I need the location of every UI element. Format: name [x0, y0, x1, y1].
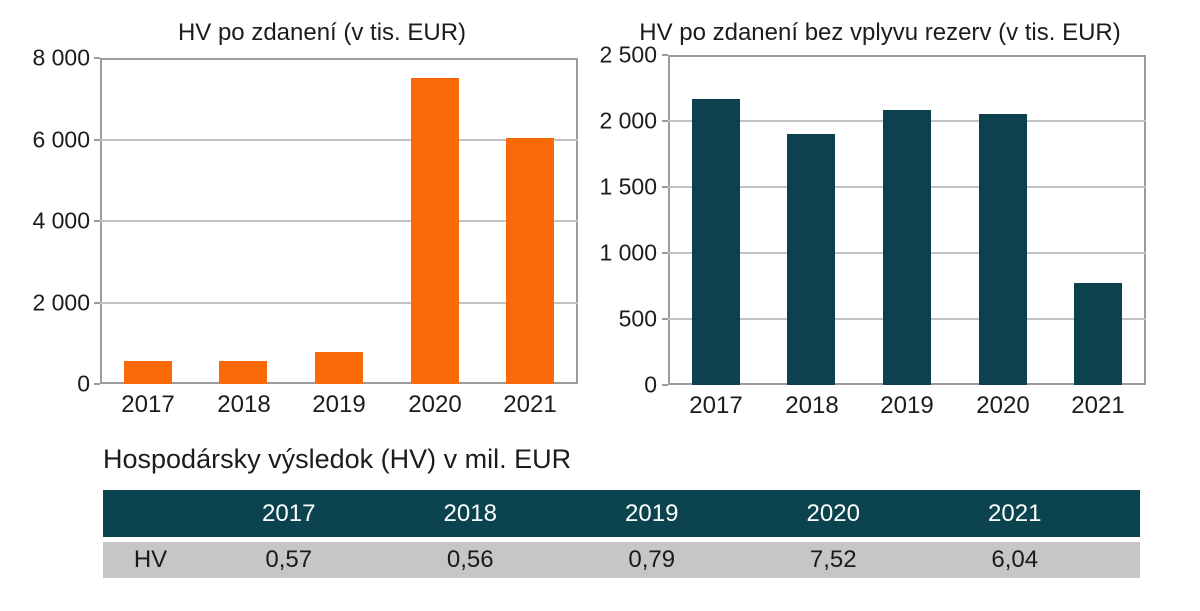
table-header-2017: 2017	[198, 490, 380, 542]
y-axis-tick	[662, 252, 668, 254]
hv-value-2019: 0,79	[561, 542, 743, 578]
x-axis-label-2018: 2018	[785, 392, 839, 419]
y-axis-label: 6 000	[32, 126, 90, 153]
bar-2018	[787, 134, 835, 385]
y-axis-label: 2 000	[32, 289, 90, 316]
x-axis-label-2019: 2019	[880, 392, 934, 419]
x-axis-label-2021: 2021	[503, 391, 557, 418]
hv-value-2018: 0,56	[379, 542, 561, 578]
table-row-hv: HV 0,57 0,56 0,79 7,52 6,04	[103, 542, 1140, 578]
bar-2020	[979, 114, 1027, 385]
bar-2021	[506, 138, 554, 384]
bar-2021	[1074, 283, 1122, 385]
y-axis-tick	[94, 220, 100, 222]
x-axis-label-2018: 2018	[217, 391, 271, 418]
table-header-empty	[103, 490, 198, 542]
table-header-2019: 2019	[561, 490, 743, 542]
bar-2019	[315, 352, 363, 384]
table-header-filler	[1105, 490, 1140, 542]
y-axis-tick	[662, 318, 668, 320]
bar-2017	[124, 361, 172, 384]
table-header-row: 2017 2018 2019 2020 2021	[103, 490, 1140, 542]
chart-title-left: HV po zdanení (v tis. EUR)	[177, 19, 467, 46]
hv-table: 2017 2018 2019 2020 2021 HV 0,57 0,56 0,…	[103, 490, 1140, 578]
bar-2018	[219, 361, 267, 384]
y-axis-label: 2 000	[599, 107, 657, 134]
y-axis-label: 1 500	[599, 173, 657, 200]
row-label-hv: HV	[103, 542, 198, 578]
x-axis-label-2019: 2019	[312, 391, 366, 418]
bar-2019	[883, 110, 931, 385]
y-axis-tick	[94, 383, 100, 385]
y-axis-tick	[94, 139, 100, 141]
y-axis-label: 0	[77, 370, 90, 397]
y-axis-tick	[662, 120, 668, 122]
gridline	[100, 139, 578, 141]
gridline	[100, 220, 578, 222]
y-axis-tick	[94, 57, 100, 59]
x-axis-label-2017: 2017	[689, 392, 743, 419]
y-axis-label: 4 000	[32, 207, 90, 234]
y-axis-tick	[662, 186, 668, 188]
table-row-filler	[1105, 542, 1140, 578]
hv-value-2021: 6,04	[924, 542, 1106, 578]
table-header-2021: 2021	[924, 490, 1106, 542]
x-axis-label-2017: 2017	[121, 391, 175, 418]
y-axis-label: 1 000	[599, 239, 657, 266]
y-axis-tick	[662, 384, 668, 386]
bar-2017	[692, 99, 740, 385]
y-axis-label: 8 000	[32, 44, 90, 71]
x-axis-label-2020: 2020	[976, 392, 1030, 419]
hv-value-2020: 7,52	[742, 542, 924, 578]
table-caption: Hospodársky výsledok (HV) v mil. EUR	[103, 444, 572, 474]
hv-value-2017: 0,57	[198, 542, 380, 578]
y-axis-label: 2 500	[599, 41, 657, 68]
chart-title-right: HV po zdanení bez vplyvu rezerv (v tis. …	[639, 19, 1121, 46]
y-axis-tick	[662, 54, 668, 56]
bar-2020	[411, 78, 459, 384]
x-axis-label-2020: 2020	[408, 391, 462, 418]
y-axis-label: 0	[644, 371, 657, 398]
gridline	[100, 302, 578, 304]
table-header-2018: 2018	[379, 490, 561, 542]
x-axis-label-2021: 2021	[1071, 392, 1125, 419]
table-header-2020: 2020	[742, 490, 924, 542]
y-axis-tick	[94, 302, 100, 304]
y-axis-label: 500	[618, 305, 657, 332]
